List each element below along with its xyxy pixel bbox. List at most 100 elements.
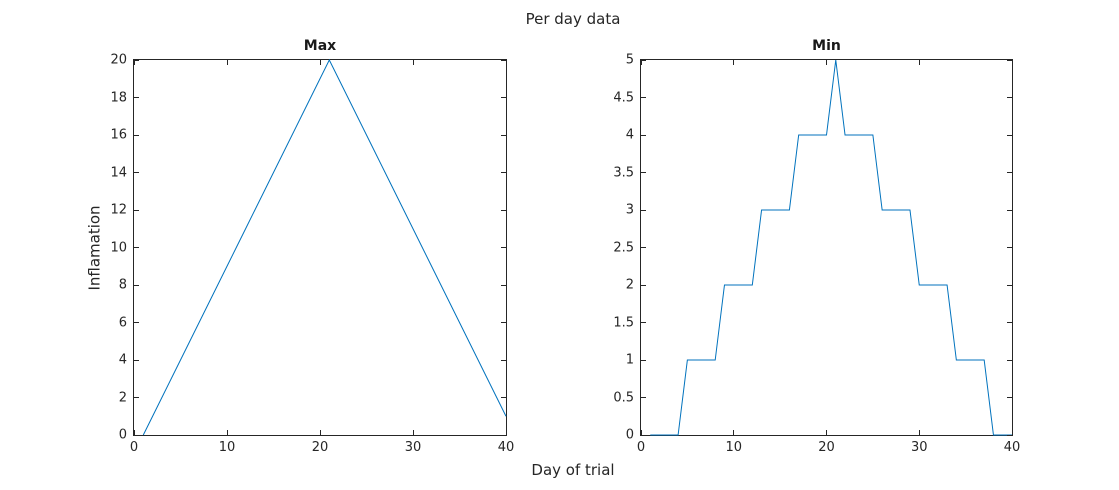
min-line: [650, 60, 1012, 435]
y-axis-label: Inflamation: [86, 204, 105, 291]
y-tick-mark: [134, 284, 139, 286]
y-tick-mark: [641, 134, 646, 136]
x-tick-mark-top: [412, 60, 414, 65]
x-tick-mark: [319, 430, 321, 435]
y-tick-label: 1: [625, 352, 634, 368]
x-tick-mark-top: [133, 60, 135, 65]
y-tick-mark: [641, 97, 646, 98]
y-tick-mark-right: [1007, 247, 1012, 248]
y-tick-mark-right: [501, 172, 506, 173]
subplot-title-min: Min: [812, 38, 841, 54]
x-tick-mark: [412, 430, 414, 435]
x-tick-label: 20: [818, 440, 835, 455]
y-tick-label: 4.5: [613, 90, 634, 105]
y-tick-mark-right: [501, 397, 506, 398]
y-tick-label: 16: [110, 127, 127, 143]
y-tick-mark: [134, 397, 139, 398]
y-tick-label: 14: [110, 165, 127, 180]
y-tick-mark-right: [501, 59, 506, 61]
y-tick-mark: [641, 172, 646, 173]
y-tick-label: 3: [625, 202, 634, 218]
y-tick-label: 6: [118, 315, 127, 330]
y-tick-label: 4: [625, 127, 634, 143]
y-tick-mark: [134, 247, 139, 248]
y-tick-mark: [641, 59, 646, 61]
y-tick-mark-right: [501, 209, 506, 211]
line-series-min: [641, 60, 1012, 435]
y-tick-mark: [134, 172, 139, 173]
y-tick-mark-right: [501, 247, 506, 248]
line-series-max: [134, 60, 506, 435]
y-tick-mark-right: [1007, 284, 1012, 286]
x-tick-label: 40: [1003, 440, 1021, 455]
y-tick-mark: [641, 359, 646, 361]
x-tick-label: 0: [129, 440, 139, 455]
axes-box-max: 0 10 20 30 40 0 2 4 6 8 10 12 14 16 18 20: [110, 59, 514, 455]
x-tick-mark: [918, 430, 920, 435]
x-tick-label: 30: [404, 440, 422, 455]
y-tick-mark: [641, 397, 646, 398]
axes-box-min: 0 10 20 30 40 0 0.5 1 1.5 2 2.5 3 3.5 4 4.5 5: [613, 59, 1020, 436]
y-tick-mark: [134, 322, 139, 323]
y-tick-mark-right: [1007, 134, 1012, 136]
y-tick-mark: [134, 59, 139, 61]
y-tick-mark: [641, 322, 646, 323]
y-tick-label: 5: [625, 52, 634, 68]
y-tick-mark: [641, 209, 646, 211]
y-tick-mark-right: [1007, 434, 1012, 436]
max-line: [143, 60, 506, 435]
y-tick-mark-right: [501, 434, 506, 436]
x-tick-label: 30: [910, 440, 928, 455]
x-tick-mark-top: [1011, 60, 1013, 65]
y-tick-label: 3.5: [613, 165, 634, 180]
y-tick-mark: [134, 134, 139, 136]
y-tick-mark: [641, 284, 646, 286]
y-tick-mark-right: [1007, 209, 1012, 211]
y-tick-label: 10: [110, 240, 127, 255]
y-tick-label: 0.5: [613, 390, 634, 405]
y-axis-label-wrap: Inflamation: [75, 59, 115, 436]
x-tick-label: 0: [636, 440, 646, 455]
y-tick-label: 20: [110, 52, 127, 68]
y-tick-mark-right: [1007, 397, 1012, 398]
y-tick-label: 2.5: [613, 240, 634, 255]
y-tick-mark: [641, 434, 646, 436]
x-tick-mark-top: [319, 60, 321, 65]
y-tick-label: 1.5: [613, 315, 634, 330]
y-tick-mark-right: [1007, 172, 1012, 173]
x-axis-label: Day of trial: [531, 461, 615, 479]
x-tick-mark: [640, 430, 642, 435]
y-tick-mark-right: [1007, 322, 1012, 323]
x-tick-mark: [226, 430, 228, 435]
x-tick-mark-top: [733, 60, 735, 65]
y-tick-label: 0: [118, 427, 127, 443]
y-tick-mark-right: [501, 134, 506, 136]
x-tick-mark: [733, 430, 735, 435]
x-tick-mark-top: [640, 60, 642, 65]
x-tick-label: 10: [725, 440, 743, 455]
x-tick-label: 20: [311, 440, 329, 455]
y-tick-mark-right: [501, 359, 506, 361]
x-tick-mark-top: [826, 60, 827, 65]
y-tick-label: 2: [625, 277, 634, 293]
x-tick-mark: [505, 430, 507, 435]
x-tick-mark: [133, 430, 135, 435]
y-tick-label: 0: [625, 427, 634, 443]
y-tick-label: 12: [110, 202, 127, 218]
subplot-title-max: Max: [303, 38, 337, 54]
x-tick-mark: [826, 430, 827, 435]
x-tick-mark-top: [505, 60, 507, 65]
y-tick-label: 8: [118, 277, 127, 293]
y-tick-mark-right: [1007, 359, 1012, 361]
y-tick-mark: [134, 359, 139, 361]
y-tick-mark-right: [1007, 59, 1012, 61]
x-tick-label: 40: [497, 440, 515, 455]
y-tick-mark-right: [501, 284, 506, 286]
y-tick-label: 2: [118, 390, 127, 405]
y-tick-mark: [134, 97, 139, 98]
y-tick-mark: [641, 247, 646, 248]
y-tick-mark-right: [501, 97, 506, 98]
y-tick-mark: [134, 209, 139, 211]
y-tick-label: 18: [110, 90, 127, 105]
